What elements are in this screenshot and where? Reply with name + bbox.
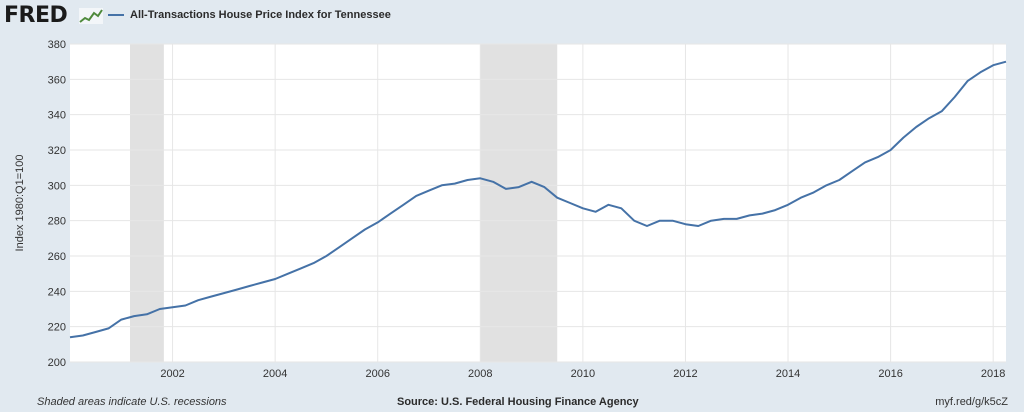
legend-label: All-Transactions House Price Index for T… bbox=[130, 9, 391, 21]
x-tick-label: 2006 bbox=[365, 368, 389, 380]
x-tick-label: 2018 bbox=[981, 368, 1005, 380]
y-tick-label: 200 bbox=[48, 357, 66, 369]
legend: All-Transactions House Price Index for T… bbox=[108, 9, 391, 21]
x-tick-label: 2010 bbox=[571, 368, 595, 380]
fred-logo[interactable]: FRED bbox=[4, 3, 68, 28]
chart-header: FRED All-Transactions House Price Index … bbox=[0, 0, 1024, 34]
x-tick-label: 2012 bbox=[673, 368, 697, 380]
grid-lines bbox=[70, 43, 1006, 363]
series-layer bbox=[69, 60, 1007, 339]
y-tick-label: 380 bbox=[48, 39, 66, 51]
y-tick-label: 260 bbox=[48, 251, 66, 263]
y-tick-label: 280 bbox=[48, 216, 66, 228]
y-axis-label: Index 1980:Q1=100 bbox=[14, 155, 26, 252]
x-tick-label: 2004 bbox=[263, 368, 287, 380]
y-tick-label: 300 bbox=[48, 180, 66, 192]
short-url-link[interactable]: myf.red/g/k5cZ bbox=[935, 396, 1008, 408]
x-tick-label: 2016 bbox=[878, 368, 902, 380]
y-tick-label: 320 bbox=[48, 145, 66, 157]
y-tick-label: 240 bbox=[48, 286, 66, 298]
x-axis-ticks: 2002 2004 2006 2008 2010 2012 2014 2016 2018 bbox=[160, 368, 1005, 380]
x-tick-label: 2014 bbox=[776, 368, 800, 380]
y-tick-label: 220 bbox=[48, 322, 66, 334]
source-text: Source: U.S. Federal Housing Finance Age… bbox=[397, 396, 639, 408]
legend-swatch bbox=[108, 14, 124, 16]
series-line bbox=[69, 60, 1007, 339]
x-tick-label: 2002 bbox=[160, 368, 184, 380]
y-tick-label: 340 bbox=[48, 110, 66, 122]
y-axis-ticks: 200 220 240 260 280 300 320 340 360 380 bbox=[48, 39, 66, 369]
y-tick-label: 360 bbox=[48, 74, 66, 86]
recession-band bbox=[480, 44, 558, 362]
x-tick-label: 2008 bbox=[468, 368, 492, 380]
recession-note: Shaded areas indicate U.S. recessions bbox=[37, 396, 227, 408]
fred-graph-icon bbox=[79, 8, 103, 24]
